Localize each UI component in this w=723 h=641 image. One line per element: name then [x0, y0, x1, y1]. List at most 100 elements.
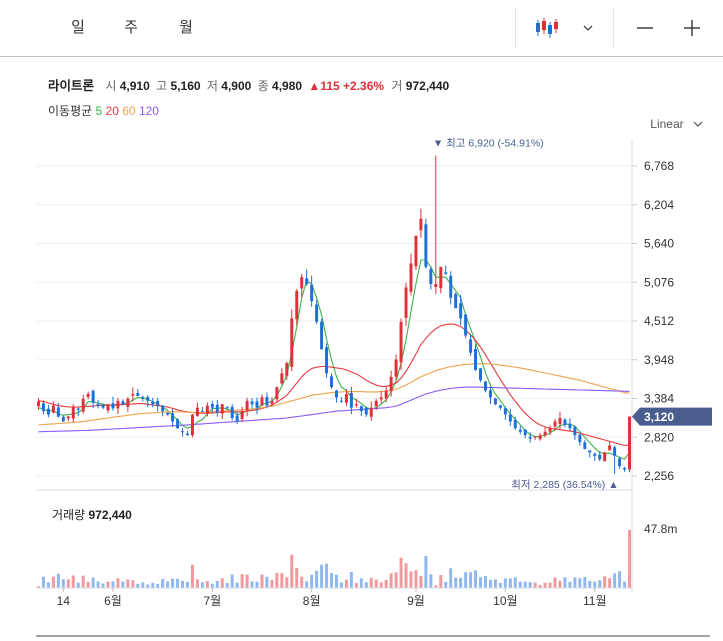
candle-body [116, 400, 120, 409]
ma-120-label[interactable]: 120 [138, 104, 159, 118]
x-tick-label: 11월 [583, 594, 607, 608]
ma-60-label[interactable]: 60 [122, 104, 136, 118]
tab-monthly-label: 월 [179, 19, 193, 36]
volume-bar [290, 554, 294, 588]
x-axis: 14 6월 7월 8월 9월 10월 11월 [36, 587, 710, 637]
tab-weekly[interactable]: 주 [116, 12, 146, 44]
volume-bar [205, 581, 209, 588]
candle-body [618, 458, 622, 467]
ma-line-20 [38, 323, 630, 447]
volume-bar [483, 575, 487, 588]
candle-body [563, 419, 567, 425]
ma-line-60 [38, 363, 630, 426]
tab-monthly[interactable]: 월 [171, 12, 201, 44]
candle-body [91, 390, 95, 403]
ma-20-label[interactable]: 20 [105, 104, 119, 118]
candle-body [280, 373, 284, 384]
candle-body [235, 415, 239, 422]
candle-body [389, 376, 393, 392]
candle-body [354, 404, 358, 406]
candle-body [469, 339, 473, 353]
volume-header: 거래량 972,440 [52, 506, 132, 523]
volume-bar [464, 572, 468, 588]
volume-bar [46, 582, 50, 588]
zoom-out-button[interactable] [630, 10, 660, 46]
candle-body [603, 452, 607, 462]
candle-body [320, 321, 324, 350]
volume-bar [623, 581, 627, 588]
volume-pane-value: 972,440 [88, 508, 132, 522]
chart-type-button[interactable] [530, 10, 566, 46]
candle-body [459, 303, 463, 319]
volume-bar [573, 577, 577, 588]
volume-bar [320, 564, 324, 588]
candle-body [628, 416, 632, 470]
volume-bar [568, 581, 572, 588]
candle-body [598, 454, 602, 460]
candle-body [245, 400, 249, 410]
candle-body [479, 368, 483, 381]
volume-bar [419, 576, 423, 588]
volume-pane-label: 거래량 [52, 508, 86, 522]
current-price-badge [632, 407, 712, 426]
tab-weekly-label: 주 [124, 19, 138, 36]
candle-body [76, 408, 80, 410]
tab-daily[interactable]: 일 [51, 12, 105, 44]
volume-bar [315, 570, 319, 588]
volume-bar [91, 577, 95, 588]
candle-body [275, 387, 279, 400]
volume-bar [474, 570, 478, 588]
candle-body [96, 404, 100, 406]
ma-5-label[interactable]: 5 [95, 104, 103, 118]
candle-body [528, 436, 532, 439]
volume-bar [533, 582, 537, 588]
candle-body [215, 404, 219, 413]
volume-bar [354, 582, 358, 588]
x-tick-label: 10월 [493, 594, 517, 608]
candle-body [185, 433, 189, 436]
volume-bar [181, 580, 185, 588]
candle-body [454, 294, 458, 309]
y-axis: 6,768 6,204 5,640 5,076 4,512 3,948 3,384 2,820… [631, 140, 677, 592]
volume-value: 972,440 [405, 79, 450, 93]
candle-body [573, 426, 577, 436]
volume-bar [116, 578, 120, 588]
candle-body [553, 421, 557, 427]
volume-bar [389, 573, 393, 588]
y-tick-label: 2,820 [644, 430, 674, 444]
candle-body [518, 429, 522, 432]
volume-bar [265, 576, 269, 588]
candle-body [111, 403, 115, 409]
low-value: 4,900 [221, 79, 252, 93]
volume-bar [86, 581, 90, 588]
scale-dropdown[interactable]: Linear [650, 117, 703, 131]
chart-type-dropdown[interactable] [578, 10, 598, 46]
candle-body [51, 405, 55, 413]
volume-bar [543, 582, 547, 588]
volume-bar [469, 572, 473, 588]
volume-bar [548, 582, 552, 588]
volume-bar [245, 574, 249, 588]
candle-body [523, 429, 527, 436]
volume-bar [195, 579, 199, 588]
zoom-in-button[interactable] [677, 10, 707, 46]
candle-body [548, 428, 552, 432]
volume-bar [161, 578, 165, 588]
candle-body [161, 405, 165, 412]
x-tick-label: 9월 [407, 594, 425, 608]
candle-body [349, 393, 353, 408]
ma-line-5 [38, 259, 630, 460]
candle-body [151, 401, 155, 405]
minus-icon [637, 27, 653, 29]
volume-bar [151, 582, 155, 588]
candle-body [374, 400, 378, 407]
volume-bar [156, 583, 160, 588]
volume-bar [131, 580, 135, 588]
candle-body [131, 393, 135, 396]
candle-body [325, 347, 329, 374]
volume-bar [171, 578, 175, 588]
volume-bar [66, 579, 70, 588]
y-tick-label: 5,076 [644, 275, 674, 289]
volume-bar [285, 577, 289, 588]
